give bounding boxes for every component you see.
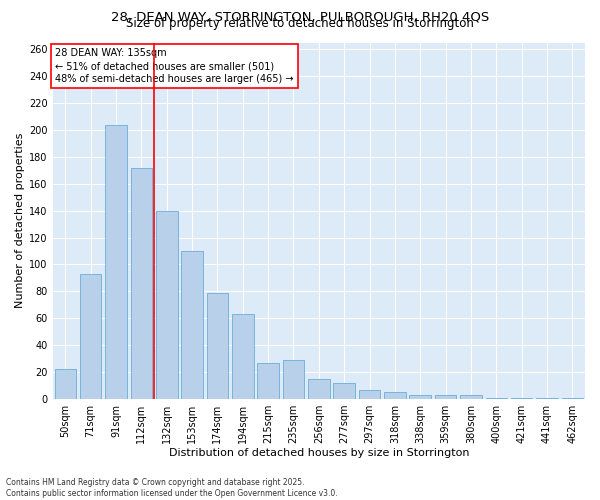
Bar xyxy=(80,274,101,399)
Bar xyxy=(435,395,457,399)
Bar xyxy=(206,292,228,399)
Y-axis label: Number of detached properties: Number of detached properties xyxy=(15,133,25,308)
Bar xyxy=(156,210,178,399)
Bar xyxy=(409,395,431,399)
Bar xyxy=(131,168,152,399)
Bar xyxy=(308,379,329,399)
X-axis label: Distribution of detached houses by size in Storrington: Distribution of detached houses by size … xyxy=(169,448,469,458)
Text: Contains HM Land Registry data © Crown copyright and database right 2025.
Contai: Contains HM Land Registry data © Crown c… xyxy=(6,478,338,498)
Text: 28, DEAN WAY, STORRINGTON, PULBOROUGH, RH20 4QS: 28, DEAN WAY, STORRINGTON, PULBOROUGH, R… xyxy=(111,10,489,23)
Bar xyxy=(257,362,279,399)
Bar xyxy=(485,398,507,399)
Text: 28 DEAN WAY: 135sqm
← 51% of detached houses are smaller (501)
48% of semi-detac: 28 DEAN WAY: 135sqm ← 51% of detached ho… xyxy=(55,48,294,84)
Bar xyxy=(536,398,558,399)
Bar xyxy=(105,124,127,399)
Bar xyxy=(359,390,380,399)
Bar xyxy=(511,398,532,399)
Bar xyxy=(334,383,355,399)
Bar xyxy=(562,398,583,399)
Bar xyxy=(283,360,304,399)
Bar xyxy=(232,314,254,399)
Text: Size of property relative to detached houses in Storrington: Size of property relative to detached ho… xyxy=(126,18,474,30)
Bar xyxy=(181,251,203,399)
Bar xyxy=(460,395,482,399)
Bar xyxy=(384,392,406,399)
Bar xyxy=(55,370,76,399)
